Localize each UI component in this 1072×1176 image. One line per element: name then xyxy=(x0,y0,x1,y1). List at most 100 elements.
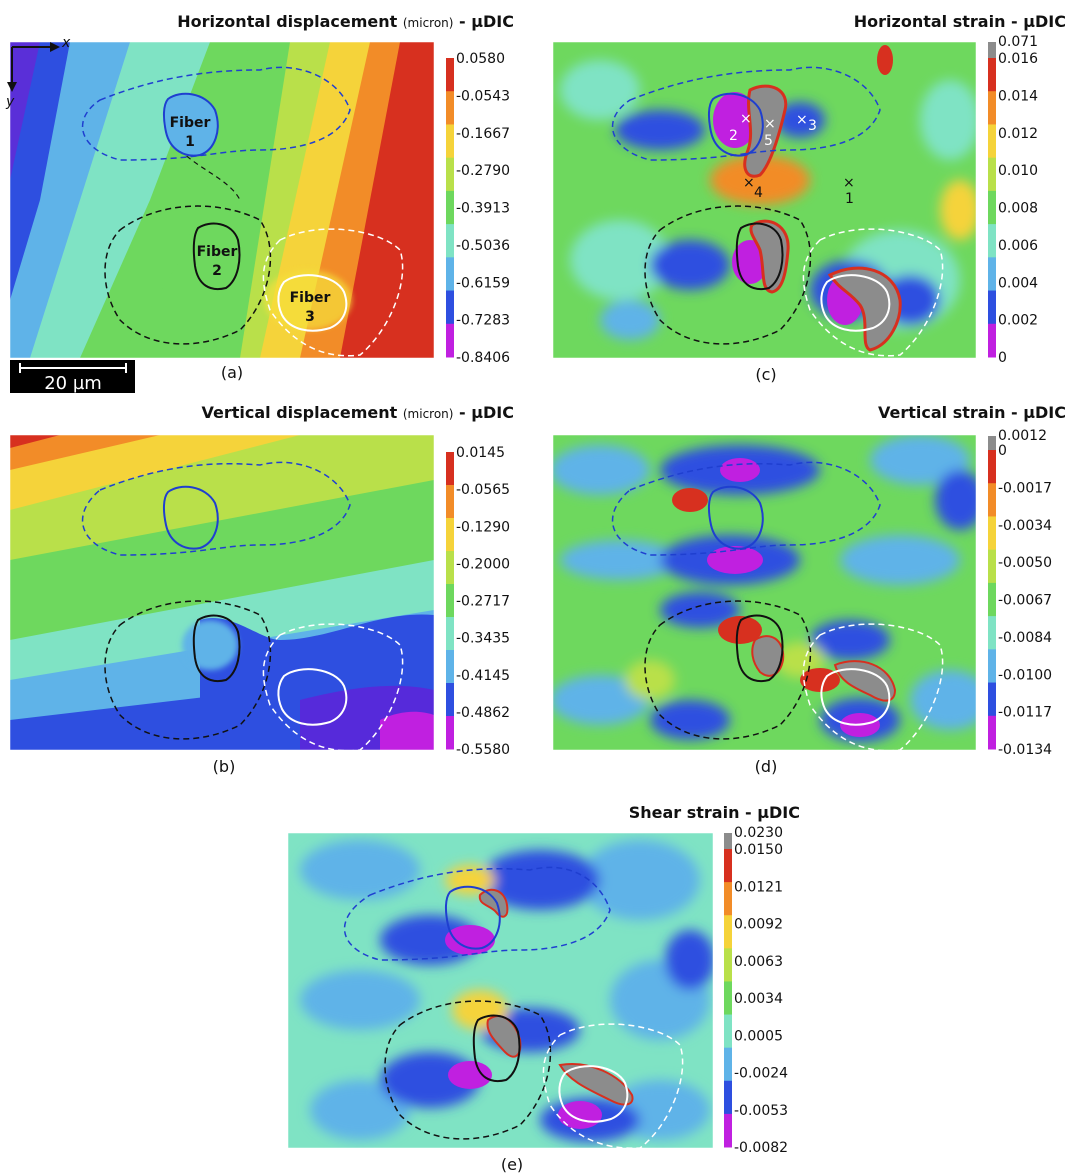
point-3-label: 3 xyxy=(808,118,817,134)
colorbar-swatch xyxy=(724,1113,732,1148)
colorbar-swatch xyxy=(446,617,454,651)
colorbar-tick-label: 0.004 xyxy=(998,275,1038,291)
colorbar-saturation-swatch xyxy=(988,42,996,58)
colorbar-tick-label: 0.0005 xyxy=(734,1028,783,1044)
colorbar-top-label: 0.0230 xyxy=(734,825,783,841)
colorbar-tick-label: -0.5036 xyxy=(456,238,510,254)
colorbar-swatch xyxy=(446,683,454,717)
colorbar-swatch xyxy=(988,257,996,292)
fiber-3-number: 3 xyxy=(305,309,315,325)
colorbar-swatch xyxy=(446,58,454,92)
colorbar-swatch xyxy=(724,849,732,883)
colorbar-swatch xyxy=(446,224,454,258)
colorbar-swatch xyxy=(724,981,732,1016)
colorbar-swatch xyxy=(988,157,996,192)
colorbar-swatch xyxy=(446,485,454,519)
colorbar-tick-label: -0.8406 xyxy=(456,350,510,366)
colorbar-swatch xyxy=(446,290,454,325)
colorbar-tick-label: -0.4862 xyxy=(456,705,510,721)
colorbar-swatch xyxy=(988,190,996,225)
panel-c-title: Horizontal strain - µDIC xyxy=(854,12,1066,31)
point-5-marker: × xyxy=(764,116,776,132)
fiber-1-number: 1 xyxy=(185,134,195,150)
point-markers: × 2 × 5 × 3 × 4 × 1 xyxy=(729,111,855,207)
colorbar-top-label: 0.0012 xyxy=(998,428,1047,444)
colorbar-tick-label: -0.0084 xyxy=(998,630,1052,646)
colorbar-swatch xyxy=(988,450,996,484)
x-axis-label: x xyxy=(61,35,71,51)
colorbar-tick-label: 0.014 xyxy=(998,88,1038,104)
colorbar-tick-label: 0.0150 xyxy=(734,842,783,858)
fiber-1-label: Fiber xyxy=(170,115,211,131)
panel-b-map xyxy=(10,435,434,750)
colorbar-tick-label: 0.0034 xyxy=(734,991,783,1007)
colorbar-tick-label: -0.1290 xyxy=(456,519,510,535)
colorbar-tick-label: 0.0121 xyxy=(734,879,783,895)
colorbar-tick-label: -0.0067 xyxy=(998,593,1052,609)
panel-d-caption: (d) xyxy=(755,757,778,776)
colorbar-a: 0.0580 -0.0543 -0.1667 -0.2790 -0.3913 -0.503… xyxy=(446,51,510,366)
colorbar-tick-label: 0 xyxy=(998,350,1007,366)
colorbar-tick-label: -0.7283 xyxy=(456,313,510,329)
panel-b-title: Vertical displacement (micron) - µDIC xyxy=(201,403,514,422)
colorbar-tick-label: -0.0053 xyxy=(734,1103,788,1119)
point-3-marker: × xyxy=(796,112,808,128)
colorbar-swatch xyxy=(724,1014,732,1049)
colorbar-swatch xyxy=(446,452,454,486)
panel-b-caption: (b) xyxy=(213,757,236,776)
panel-a: Horizontal displacement (micron) - µDIC xyxy=(5,12,514,394)
colorbar-tick-label: 0.0092 xyxy=(734,917,783,933)
colorbar-tick-label: -0.1667 xyxy=(456,126,510,142)
colorbar-swatch xyxy=(988,323,996,358)
colorbar-tick-label: 0.0580 xyxy=(456,51,505,67)
colorbar-tick-label: -0.0543 xyxy=(456,88,510,104)
colorbar-tick-label: -0.0050 xyxy=(998,555,1052,571)
panel-d: Vertical strain - µDIC xyxy=(552,403,1066,776)
colorbar-swatch xyxy=(724,915,732,949)
colorbar-tick-label: -0.2000 xyxy=(456,556,510,572)
point-1-label: 1 xyxy=(845,191,854,207)
fiber-3-label: Fiber xyxy=(290,290,331,306)
colorbar-tick-label: -0.5580 xyxy=(456,742,510,758)
colorbar-swatch xyxy=(988,58,996,92)
colorbar-swatch xyxy=(446,716,454,750)
colorbar-tick-label: -0.0134 xyxy=(998,742,1052,758)
colorbar-tick-label: 0.016 xyxy=(998,51,1038,67)
colorbar-swatch xyxy=(724,882,732,916)
panel-e-map xyxy=(288,833,713,1148)
colorbar-swatch xyxy=(988,549,996,584)
colorbar-swatch xyxy=(446,650,454,684)
point-4-label: 4 xyxy=(754,185,763,201)
colorbar-swatch xyxy=(988,483,996,517)
colorbar-swatch xyxy=(988,224,996,258)
panel-e-caption: (e) xyxy=(501,1155,523,1174)
colorbar-swatch xyxy=(724,1080,732,1115)
colorbar-swatch xyxy=(988,582,996,617)
colorbar-swatch xyxy=(446,124,454,159)
colorbar-swatch xyxy=(446,518,454,552)
colorbar-swatch xyxy=(988,290,996,325)
colorbar-swatch xyxy=(724,1047,732,1082)
colorbar-swatch xyxy=(446,584,454,618)
colorbar-swatch xyxy=(446,190,454,225)
colorbar-swatch xyxy=(446,257,454,292)
colorbar-b: 0.0145 -0.0565 -0.1290 -0.2000 -0.2717 -0.343… xyxy=(446,445,510,758)
fiber-2-label: Fiber xyxy=(197,244,238,260)
colorbar-swatch xyxy=(446,157,454,192)
colorbar-tick-label: 0.010 xyxy=(998,163,1038,179)
colorbar-tick-label: -0.3435 xyxy=(456,631,510,647)
colorbar-tick-label: -0.0100 xyxy=(998,667,1052,683)
colorbar-tick-label: -0.4145 xyxy=(456,668,510,684)
colorbar-swatch xyxy=(446,323,454,358)
colorbar-tick-label: -0.0082 xyxy=(734,1140,788,1156)
scale-bar: 20 µm xyxy=(10,360,135,394)
colorbar-swatch xyxy=(988,124,996,159)
colorbar-tick-label: -0.6159 xyxy=(456,275,510,291)
colorbar-saturation-swatch xyxy=(988,436,996,450)
panel-a-caption: (a) xyxy=(221,363,243,382)
colorbar-tick-label: -0.2790 xyxy=(456,163,510,179)
colorbar-swatch xyxy=(988,715,996,750)
